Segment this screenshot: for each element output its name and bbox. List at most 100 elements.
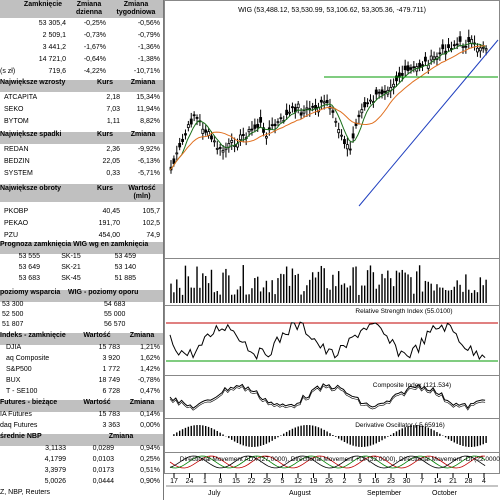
candle-body	[334, 120, 338, 123]
candle-body	[438, 52, 442, 55]
candle-body	[458, 36, 462, 42]
candle-body	[412, 66, 416, 69]
projection-row: 53 649 SK-21 53 140	[0, 264, 163, 276]
world-index-name: S&P500	[6, 366, 32, 373]
change: -6,13%	[137, 158, 160, 165]
candle-body	[279, 117, 283, 120]
fx-pct-change: 0,25%	[140, 456, 160, 463]
candle-body	[265, 136, 268, 139]
world-index-name: BUX	[6, 377, 21, 384]
dmi-line	[169, 455, 486, 469]
turnover-row: PZU 454,00 74,9	[0, 230, 163, 242]
ticker: SEKO	[4, 106, 24, 113]
candle-body	[363, 102, 367, 108]
candle-body	[204, 129, 208, 133]
candle-body	[230, 140, 234, 143]
world-change: 1,21%	[140, 344, 160, 351]
futures-name: daq Futures	[0, 422, 38, 429]
col-change: Zmiana	[130, 131, 156, 138]
indices-header: Zamknięcie Zmiana dzienna Zmiana tygodniow…	[0, 0, 163, 18]
candle-body	[476, 47, 479, 53]
wig-chart: WIG (53,488.12, 53,530.99, 53,106.62, 53…	[164, 0, 500, 497]
candle-body	[192, 114, 196, 117]
rsi-line	[169, 321, 486, 361]
candle-body	[478, 47, 482, 52]
index-day-change: -0,25%	[83, 20, 106, 27]
losers-header: Największe spadki Kurs Zmiana	[0, 131, 163, 144]
moving-average-short	[169, 42, 486, 171]
change: 11,94%	[136, 106, 160, 113]
turnover-row: PEKAO 191,70 102,5	[0, 218, 163, 230]
col-value: Wartość	[83, 332, 111, 339]
month-label: August	[289, 490, 311, 497]
losers-row: SYSTEM 0,33 -5,71%	[0, 168, 163, 180]
projection-title: Prognoza zamknięcia WIG wg en zamknięcia	[0, 241, 149, 248]
dmi-title: Directional Movement ADX (27.0000), Dire…	[180, 456, 500, 463]
date-label: 29	[263, 478, 271, 485]
losers-title: Największe spadki	[0, 131, 62, 138]
proj-label: SK-21	[61, 264, 81, 271]
candle-body	[259, 117, 263, 123]
futures-value: 3 363	[102, 422, 120, 429]
fx-pct-change: 0,94%	[140, 445, 160, 452]
candle-body	[467, 37, 471, 43]
world-value: 6 728	[102, 388, 120, 395]
candle-body	[461, 46, 465, 48]
candle-body	[455, 43, 459, 46]
change: 15,34%	[136, 94, 160, 101]
date-label: 1	[203, 478, 207, 485]
composite-signal-line	[169, 385, 486, 411]
candle-body	[253, 124, 257, 129]
footer: Z, NBP, Reuters	[0, 489, 163, 500]
col-change: Zmiana	[129, 399, 155, 406]
candle-body	[311, 105, 315, 108]
change: -5,71%	[137, 170, 160, 177]
futures-title: Futures - bieżące	[0, 399, 58, 406]
candle-body	[429, 55, 433, 61]
candle-body	[464, 45, 468, 48]
candle-body	[343, 139, 346, 145]
date-label: 5	[281, 478, 285, 485]
month-label: October	[432, 490, 458, 497]
candle-body	[340, 134, 343, 137]
candle-body	[366, 102, 370, 105]
world-row: aq Composite 3 920 1,62%	[0, 355, 163, 367]
candle-body	[256, 123, 260, 128]
support-level: 52 500	[2, 311, 24, 318]
support-level: 53 300	[2, 301, 24, 308]
value: 105,7	[142, 208, 160, 215]
ticker: BYTOM	[4, 118, 29, 125]
col-value: Wartość	[83, 399, 111, 406]
world-change: 1,62%	[140, 355, 160, 362]
wig-chart-panel: WIG (53,488.12, 53,530.99, 53,106.62, 53…	[163, 0, 500, 500]
index-week-change: -0,79%	[137, 32, 160, 39]
proj-value-2: 53 140	[114, 264, 136, 271]
index-close: 2 509,1	[42, 32, 66, 39]
main-chart-title: WIG (53,488.12, 53,530.99, 53,106.62, 53…	[238, 7, 426, 14]
gainers-row: ATCAPITA 2,18 15,34%	[0, 92, 163, 104]
candle-body	[291, 106, 294, 109]
fx-abs-change: 0,0173	[92, 467, 114, 474]
candle-body	[218, 147, 222, 149]
candle-body	[369, 99, 372, 102]
levels-row: 51 807 56 570	[0, 321, 163, 332]
value: 102,5	[142, 220, 160, 227]
fx-title: średnie NBP	[0, 433, 42, 440]
date-label: 16	[372, 478, 380, 485]
world-value: 3 920	[102, 355, 120, 362]
projection-row: 53 555 SK-15 53 459	[0, 253, 163, 265]
candle-body	[175, 152, 179, 155]
candle-body	[247, 129, 251, 133]
fx-row: 5,0026 0,0444 0,90%	[0, 478, 163, 490]
col-price: Kurs	[97, 185, 113, 192]
candle-body	[317, 106, 320, 113]
candle-body	[302, 110, 306, 114]
col-price: Kurs	[97, 131, 113, 138]
date-label: 22	[248, 478, 256, 485]
proj-label: SK-45	[61, 275, 81, 282]
losers-row: REDAN 2,36 -9,92%	[0, 144, 163, 156]
world-row: T - SE100 6 728 0,47%	[0, 388, 163, 400]
date-label: 15	[232, 478, 240, 485]
candle-body	[452, 44, 456, 47]
fx-rate: 5,0026	[44, 478, 66, 485]
